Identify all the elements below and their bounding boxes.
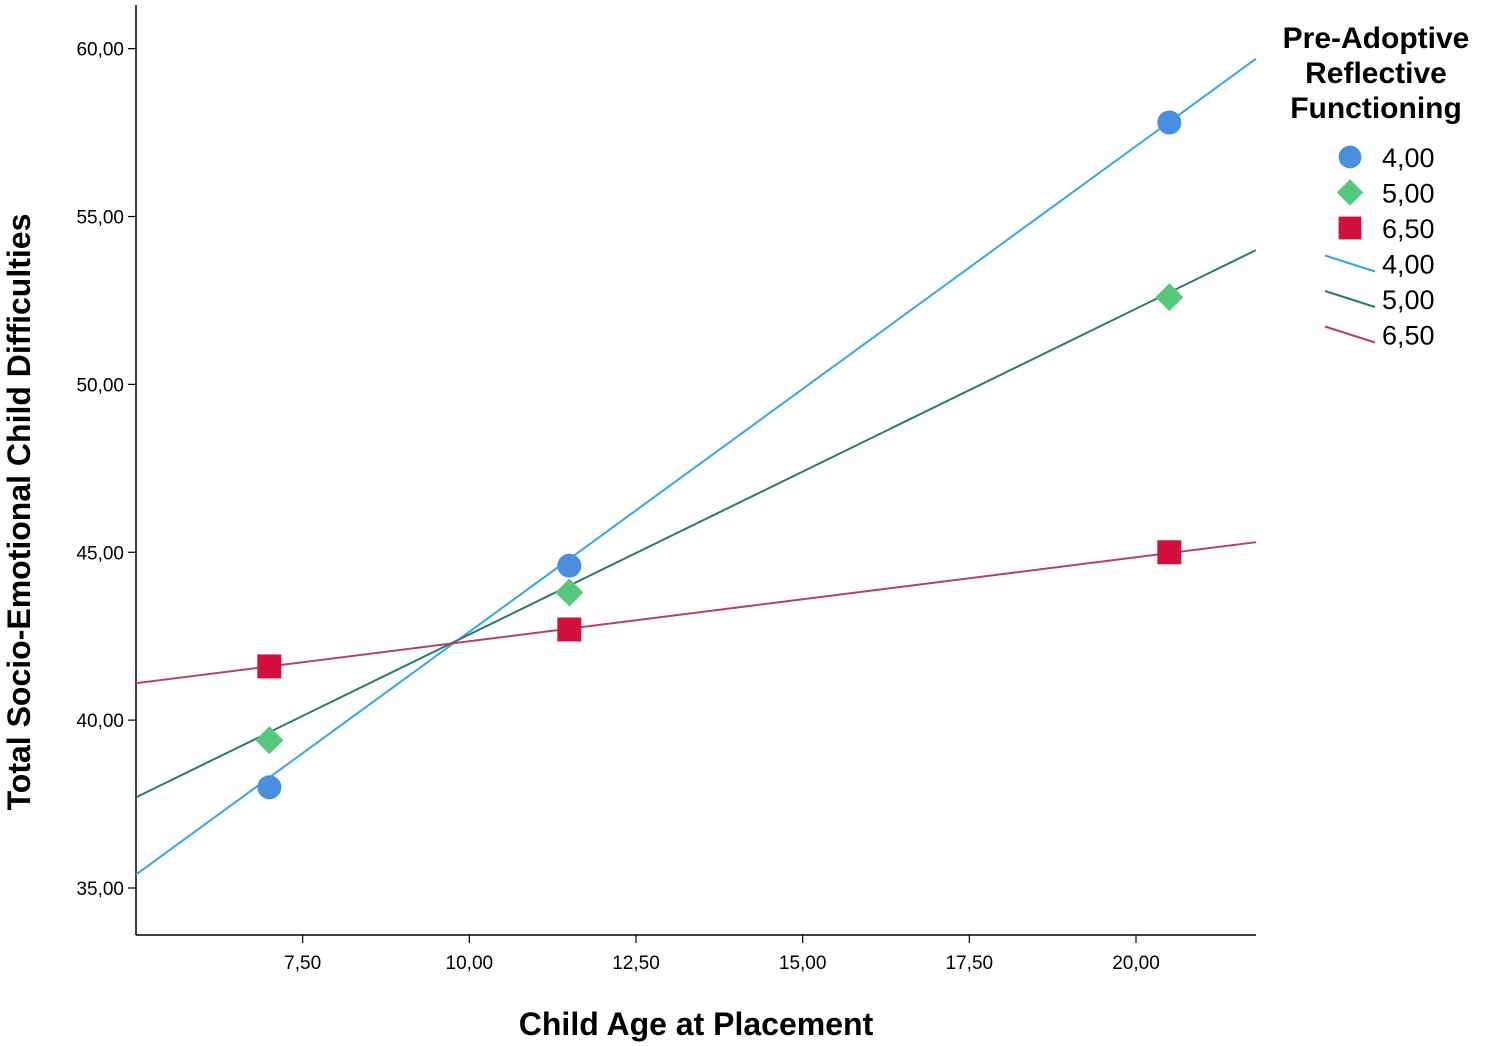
legend: Pre-Adoptive Reflective Functioning 4,00…: [1283, 22, 1470, 351]
points: [255, 110, 1184, 800]
data-point-diamond: [1155, 283, 1184, 312]
y-tick-label: 35,00: [76, 879, 124, 900]
legend-line-swatch: [1324, 254, 1376, 273]
fit-line-4-00: [135, 57, 1257, 876]
data-point-square: [257, 654, 282, 679]
legend-label: 4,00: [1382, 250, 1435, 280]
y-tick-label: 45,00: [76, 543, 124, 564]
legend-line-swatch: [1324, 290, 1376, 308]
x-ticks: 7,50 10,00 12,50 15,00 17,50 20,00: [284, 935, 1160, 974]
axes: [135, 5, 1256, 936]
legend-items: 4,00 5,00 6,50 4,00 5,00 6,50: [1324, 143, 1435, 351]
legend-label: 5,00: [1382, 179, 1435, 209]
x-tick-label: 12,50: [612, 953, 660, 974]
legend-title-line-2: Reflective: [1305, 57, 1447, 90]
data-point-diamond: [255, 726, 284, 755]
legend-label: 5,00: [1382, 285, 1435, 315]
x-tick-label: 10,00: [446, 953, 494, 974]
y-tick-label: 60,00: [76, 40, 124, 61]
legend-label: 4,00: [1382, 143, 1435, 173]
fit-lines: [135, 57, 1257, 876]
y-tick-label: 50,00: [76, 375, 124, 396]
fit-line-5-00: [135, 249, 1257, 799]
x-tick-label: 7,50: [284, 953, 321, 974]
data-point-circle: [257, 775, 282, 800]
x-tick-label: 20,00: [1112, 953, 1160, 974]
legend-marker-circle: [1338, 145, 1362, 169]
data-point-diamond: [555, 578, 584, 607]
y-tick-label: 40,00: [76, 711, 124, 732]
data-point-circle: [557, 553, 582, 578]
x-tick-label: 15,00: [779, 953, 827, 974]
y-tick-label: 55,00: [76, 208, 124, 229]
x-tick-label: 17,50: [946, 953, 994, 974]
x-axis-title: Child Age at Placement: [519, 1006, 874, 1042]
legend-title-line-1: Pre-Adoptive: [1283, 22, 1470, 55]
legend-title-line-3: Functioning: [1290, 92, 1462, 125]
fit-line-6-50: [135, 541, 1257, 685]
data-point-square: [557, 617, 582, 642]
data-point-circle: [1157, 110, 1182, 135]
legend-label: 6,50: [1382, 321, 1435, 351]
y-ticks: 35,00 40,00 45,00 50,00 55,00 60,00: [76, 40, 136, 900]
legend-label: 6,50: [1382, 214, 1435, 244]
y-axis-title: Total Socio-Emotional Child Difficulties: [1, 214, 37, 811]
data-point-square: [1157, 540, 1182, 565]
legend-marker-diamond: [1336, 179, 1364, 206]
legend-line-swatch: [1324, 325, 1376, 344]
legend-marker-square: [1338, 216, 1362, 240]
